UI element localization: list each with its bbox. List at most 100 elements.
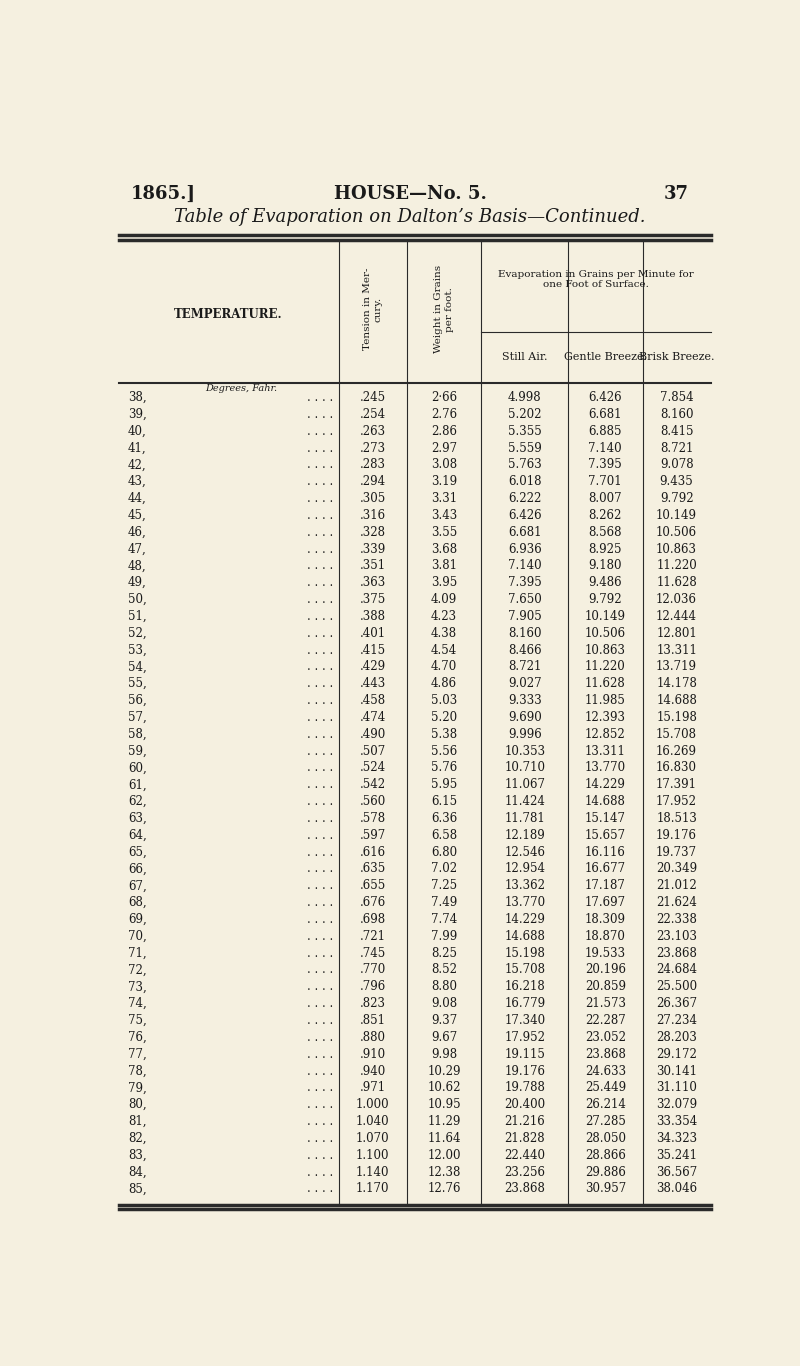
Text: . . . .: . . . .	[307, 963, 334, 977]
Text: 83,: 83,	[128, 1149, 146, 1161]
Text: Weight in Grains
per foot.: Weight in Grains per foot.	[434, 265, 454, 354]
Text: . . . .: . . . .	[307, 930, 334, 943]
Text: . . . .: . . . .	[307, 728, 334, 740]
Text: 10.95: 10.95	[427, 1098, 461, 1111]
Text: 5.56: 5.56	[431, 744, 458, 758]
Text: .597: .597	[360, 829, 386, 841]
Text: 28.050: 28.050	[585, 1132, 626, 1145]
Text: 6.80: 6.80	[431, 846, 457, 859]
Text: .542: .542	[360, 779, 386, 791]
Text: 13.311: 13.311	[585, 744, 626, 758]
Text: . . . .: . . . .	[307, 593, 334, 607]
Text: . . . .: . . . .	[307, 761, 334, 775]
Text: 5.202: 5.202	[508, 408, 542, 421]
Text: 81,: 81,	[128, 1115, 146, 1128]
Text: 46,: 46,	[128, 526, 146, 538]
Text: 5.763: 5.763	[508, 459, 542, 471]
Text: 49,: 49,	[128, 576, 146, 589]
Text: 20.196: 20.196	[585, 963, 626, 977]
Text: 14.688: 14.688	[504, 930, 545, 943]
Text: 12.036: 12.036	[656, 593, 697, 607]
Text: 11.781: 11.781	[504, 811, 545, 825]
Text: 8.466: 8.466	[508, 643, 542, 657]
Text: 21.828: 21.828	[504, 1132, 545, 1145]
Text: 24.633: 24.633	[585, 1064, 626, 1078]
Text: 57,: 57,	[128, 710, 146, 724]
Text: 21.624: 21.624	[656, 896, 697, 910]
Text: . . . .: . . . .	[307, 795, 334, 809]
Text: 7.650: 7.650	[508, 593, 542, 607]
Text: 6.885: 6.885	[589, 425, 622, 437]
Text: 63,: 63,	[128, 811, 146, 825]
Text: 12.393: 12.393	[585, 710, 626, 724]
Text: 9.078: 9.078	[660, 459, 694, 471]
Text: 53,: 53,	[128, 643, 146, 657]
Text: 12.954: 12.954	[504, 862, 546, 876]
Text: 11.424: 11.424	[504, 795, 545, 809]
Text: 3.68: 3.68	[431, 542, 457, 556]
Text: .940: .940	[360, 1064, 386, 1078]
Text: 1.100: 1.100	[356, 1149, 390, 1161]
Text: .524: .524	[360, 761, 386, 775]
Text: 11.067: 11.067	[504, 779, 546, 791]
Text: 2.76: 2.76	[431, 408, 457, 421]
Text: 1.000: 1.000	[356, 1098, 390, 1111]
Text: .635: .635	[360, 862, 386, 876]
Text: 9.98: 9.98	[431, 1048, 457, 1060]
Text: 21.012: 21.012	[656, 880, 697, 892]
Text: 12.444: 12.444	[656, 609, 697, 623]
Text: 10.149: 10.149	[585, 609, 626, 623]
Text: 20.859: 20.859	[585, 981, 626, 993]
Text: 33.354: 33.354	[656, 1115, 698, 1128]
Text: 16.677: 16.677	[585, 862, 626, 876]
Text: 16.779: 16.779	[504, 997, 546, 1011]
Text: 4.998: 4.998	[508, 391, 542, 404]
Text: 14.229: 14.229	[585, 779, 626, 791]
Text: 5.559: 5.559	[508, 441, 542, 455]
Text: . . . .: . . . .	[307, 1132, 334, 1145]
Text: 61,: 61,	[128, 779, 146, 791]
Text: . . . .: . . . .	[307, 391, 334, 404]
Text: 2·66: 2·66	[431, 391, 457, 404]
Text: 6.018: 6.018	[508, 475, 542, 488]
Text: 9.435: 9.435	[660, 475, 694, 488]
Text: 73,: 73,	[128, 981, 146, 993]
Text: 8.721: 8.721	[660, 441, 694, 455]
Text: 37: 37	[664, 184, 689, 204]
Text: .616: .616	[360, 846, 386, 859]
Text: 7.701: 7.701	[589, 475, 622, 488]
Text: . . . .: . . . .	[307, 880, 334, 892]
Text: 9.792: 9.792	[589, 593, 622, 607]
Text: 10.710: 10.710	[504, 761, 546, 775]
Text: 23.256: 23.256	[504, 1165, 546, 1179]
Text: .339: .339	[360, 542, 386, 556]
Text: 17.391: 17.391	[656, 779, 697, 791]
Text: 67,: 67,	[128, 880, 146, 892]
Text: .294: .294	[360, 475, 386, 488]
Text: 11.220: 11.220	[585, 660, 626, 673]
Text: 14.688: 14.688	[585, 795, 626, 809]
Text: 6.222: 6.222	[508, 492, 542, 505]
Text: 7.49: 7.49	[431, 896, 458, 910]
Text: 3.81: 3.81	[431, 560, 457, 572]
Text: 8.160: 8.160	[508, 627, 542, 639]
Text: . . . .: . . . .	[307, 526, 334, 538]
Text: 11.220: 11.220	[656, 560, 697, 572]
Text: 15.198: 15.198	[656, 710, 697, 724]
Text: .796: .796	[360, 981, 386, 993]
Text: . . . .: . . . .	[307, 912, 334, 926]
Text: 4.23: 4.23	[431, 609, 457, 623]
Text: 71,: 71,	[128, 947, 146, 960]
Text: 6.936: 6.936	[508, 542, 542, 556]
Text: 13.770: 13.770	[504, 896, 546, 910]
Text: 45,: 45,	[128, 510, 146, 522]
Text: 2.86: 2.86	[431, 425, 457, 437]
Text: 20.400: 20.400	[504, 1098, 546, 1111]
Text: .655: .655	[360, 880, 386, 892]
Text: 12.76: 12.76	[427, 1183, 461, 1195]
Text: 34.323: 34.323	[656, 1132, 697, 1145]
Text: 18.870: 18.870	[585, 930, 626, 943]
Text: 8.52: 8.52	[431, 963, 457, 977]
Text: 5.20: 5.20	[431, 710, 457, 724]
Text: 12.546: 12.546	[504, 846, 546, 859]
